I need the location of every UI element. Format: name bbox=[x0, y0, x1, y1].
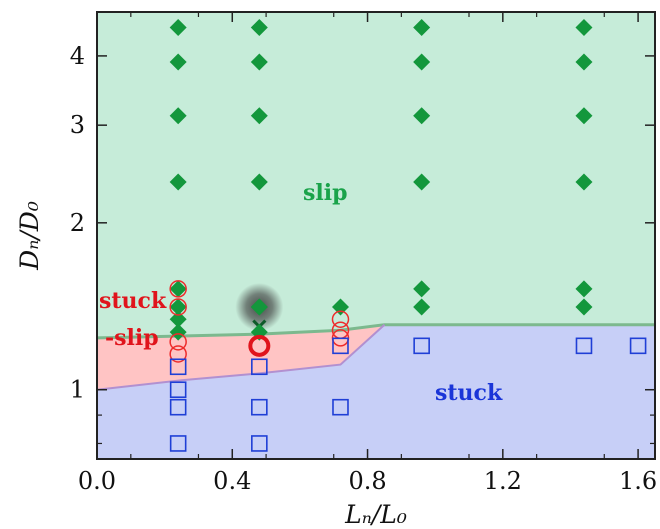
slip-point-2 bbox=[169, 107, 187, 125]
slip-point-0 bbox=[169, 19, 187, 37]
slip-point-13 bbox=[331, 298, 349, 316]
data-markers bbox=[169, 19, 647, 452]
boundary-slip bbox=[96, 323, 655, 340]
stuck-point-7 bbox=[332, 337, 349, 355]
region-label-stuck: stuck bbox=[435, 380, 503, 406]
boundary-stuck-slip bbox=[96, 323, 386, 391]
y-tick-label: 2 bbox=[70, 209, 85, 237]
slip-point-17 bbox=[413, 173, 431, 191]
stuck-point-2 bbox=[169, 398, 187, 416]
x-tick-label: 0.4 bbox=[213, 467, 251, 495]
slip-point-8 bbox=[250, 19, 268, 37]
slip-point-16 bbox=[413, 107, 431, 125]
slip-point-18 bbox=[413, 280, 431, 298]
slip-point-6 bbox=[169, 310, 187, 328]
region-slip bbox=[97, 12, 655, 338]
slip-point-22 bbox=[575, 107, 593, 125]
slip-point-1 bbox=[169, 53, 187, 71]
highlighted-point bbox=[248, 334, 271, 357]
slip-point-4 bbox=[169, 280, 187, 298]
stuck-point-11 bbox=[629, 337, 647, 355]
region-label-slip: slip bbox=[303, 180, 347, 206]
slip-point-21 bbox=[575, 53, 593, 71]
slip-point-19 bbox=[413, 298, 431, 316]
slip-point-9 bbox=[250, 53, 268, 71]
stuck-slip-point-2 bbox=[169, 333, 187, 351]
slip-point-23 bbox=[575, 173, 593, 191]
y-tick-label: 3 bbox=[70, 111, 85, 139]
stuck-slip-point-3 bbox=[169, 345, 187, 363]
stuck-point-8 bbox=[332, 398, 349, 416]
stuck-point-3 bbox=[169, 435, 187, 452]
axis-ticks: 0.0 0.4 0.8 1.2 1.6 1 2 3 4 bbox=[70, 12, 657, 495]
phase-regions bbox=[96, 12, 655, 459]
slip-point-20 bbox=[575, 19, 593, 37]
slip-point-24 bbox=[575, 280, 593, 298]
stuck-slip-point-4 bbox=[331, 310, 350, 329]
x-tick-label: 0.0 bbox=[78, 467, 116, 495]
slip-point-15 bbox=[413, 53, 431, 71]
slip-point-7 bbox=[169, 323, 187, 341]
stuck-slip-point-1 bbox=[169, 298, 187, 316]
highlight-stack-diamond-0 bbox=[250, 298, 268, 316]
x-tick-label: 1.2 bbox=[484, 467, 522, 495]
region-stuck-slip bbox=[97, 324, 385, 390]
region-label-stuck-slip-line1: stuck bbox=[99, 288, 167, 314]
stuck-point-0 bbox=[169, 358, 187, 376]
x-axis-label: Lₙ/L₀ bbox=[344, 500, 407, 529]
region-labels: slip stuck -slip stuck bbox=[99, 180, 503, 406]
stuck-slip-point-0 bbox=[169, 280, 187, 298]
plot-frame bbox=[96, 11, 656, 460]
plot-border bbox=[96, 11, 656, 460]
y-axis-label: Dₙ/D₀ bbox=[15, 201, 44, 271]
slip-point-10 bbox=[250, 107, 268, 125]
slip-point-3 bbox=[169, 173, 187, 191]
slip-point-25 bbox=[575, 298, 593, 316]
slip-point-14 bbox=[413, 19, 431, 37]
stuck-point-9 bbox=[413, 337, 430, 355]
y-tick-label: 1 bbox=[70, 376, 85, 404]
stuck-point-5 bbox=[251, 398, 268, 416]
region-label-stuck-slip-line2: -slip bbox=[105, 325, 159, 351]
stuck-point-6 bbox=[251, 435, 268, 452]
slip-point-5 bbox=[169, 298, 187, 316]
x-tick-label: 0.8 bbox=[348, 467, 386, 495]
stuck-point-10 bbox=[575, 337, 593, 355]
stuck-point-1 bbox=[169, 381, 187, 399]
y-tick-label: 4 bbox=[70, 42, 85, 70]
x-tick-label: 1.6 bbox=[619, 467, 657, 495]
stuck-point-4 bbox=[251, 358, 268, 376]
slip-point-11 bbox=[250, 173, 268, 191]
